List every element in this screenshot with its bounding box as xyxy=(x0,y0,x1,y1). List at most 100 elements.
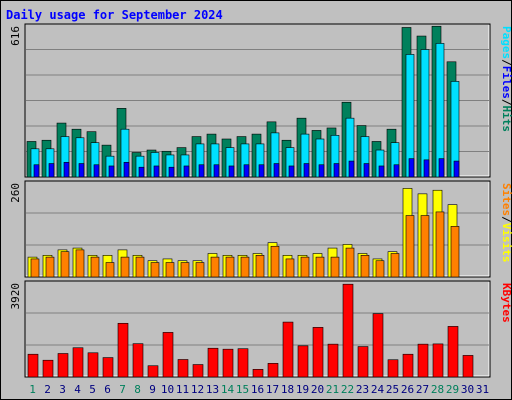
bar-kbytes-day-1 xyxy=(27,353,39,378)
bar-kbytes-day-11 xyxy=(177,359,189,378)
x-tick-label-7: 7 xyxy=(119,383,126,396)
legend-sites: Sites xyxy=(500,183,512,216)
bar-kbytes-day-18 xyxy=(282,321,294,378)
bar-kbytes-day-13 xyxy=(207,347,219,378)
bar-pages-day-9 xyxy=(153,165,160,178)
bar-sites-day-4 xyxy=(75,249,85,278)
x-tick-label-27: 27 xyxy=(416,383,429,396)
bar-pages-day-12 xyxy=(198,164,205,178)
bar-kbytes-day-12 xyxy=(192,364,204,378)
bar-kbytes-day-19 xyxy=(297,345,309,378)
bar-pages-day-17 xyxy=(273,163,280,178)
bar-kbytes-day-14 xyxy=(222,348,234,378)
bar-pages-day-23 xyxy=(363,163,370,178)
bar-pages-day-2 xyxy=(48,163,55,178)
bar-sites-day-26 xyxy=(405,215,415,278)
bar-sites-day-15 xyxy=(240,256,250,278)
bar-pages-day-1 xyxy=(33,164,40,178)
bar-pages-day-5 xyxy=(93,164,100,178)
bar-pages-day-24 xyxy=(378,165,385,178)
bar-pages-day-29 xyxy=(453,160,460,178)
bar-pages-day-16 xyxy=(258,164,265,178)
legend-label: KBytes xyxy=(500,283,512,323)
bar-sites-day-29 xyxy=(450,226,460,278)
bar-sites-day-20 xyxy=(315,256,325,278)
x-tick-label-5: 5 xyxy=(89,383,96,396)
bar-sites-day-27 xyxy=(420,215,430,278)
bar-kbytes-day-2 xyxy=(42,359,54,378)
bar-sites-day-14 xyxy=(225,256,235,278)
ymax-label: 3920 xyxy=(9,283,22,310)
legend-slash: / xyxy=(500,99,512,106)
legend-slash: / xyxy=(500,59,512,66)
bar-sites-day-6 xyxy=(105,262,115,278)
bar-kbytes-day-6 xyxy=(102,357,114,378)
bar-kbytes-day-15 xyxy=(237,348,249,378)
x-tick-label-2: 2 xyxy=(44,383,51,396)
bar-pages-day-7 xyxy=(123,161,130,178)
x-tick-label-24: 24 xyxy=(371,383,385,396)
legend-label: Sites/Visits xyxy=(500,183,512,263)
x-tick-label-23: 23 xyxy=(356,383,369,396)
bar-sites-day-25 xyxy=(390,253,400,278)
x-tick-label-31: 31 xyxy=(476,383,489,396)
x-tick-label-28: 28 xyxy=(431,383,444,396)
bar-pages-day-28 xyxy=(438,158,445,178)
legend-label: Pages/Files/Hits xyxy=(500,26,512,132)
bar-sites-day-13 xyxy=(210,256,220,278)
bar-pages-day-4 xyxy=(78,163,85,178)
legend-kbytes: KBytes xyxy=(500,283,512,323)
bar-pages-day-19 xyxy=(303,163,310,178)
x-tick-label-4: 4 xyxy=(74,383,81,396)
bar-pages-day-15 xyxy=(243,164,250,178)
x-tick-label-26: 26 xyxy=(401,383,414,396)
bar-sites-day-2 xyxy=(45,256,55,278)
x-tick-label-1: 1 xyxy=(29,383,36,396)
x-tick-label-8: 8 xyxy=(134,383,141,396)
bar-sites-day-8 xyxy=(135,256,145,278)
bar-sites-day-24 xyxy=(375,260,385,278)
legend-pages: Pages xyxy=(500,26,512,59)
bar-pages-day-21 xyxy=(333,163,340,178)
bar-pages-day-22 xyxy=(348,160,355,178)
x-tick-label-25: 25 xyxy=(386,383,399,396)
bar-sites-day-5 xyxy=(90,256,100,278)
bar-sites-day-19 xyxy=(300,256,310,278)
bar-pages-day-3 xyxy=(63,161,70,178)
bar-sites-day-1 xyxy=(30,258,40,278)
bar-sites-day-28 xyxy=(435,211,445,278)
legend-hits: Hits xyxy=(500,106,512,133)
bar-kbytes-day-3 xyxy=(57,353,69,378)
x-tick-label-6: 6 xyxy=(104,383,111,396)
x-tick-label-17: 17 xyxy=(266,383,279,396)
bar-kbytes-day-29 xyxy=(447,326,459,378)
x-tick-label-21: 21 xyxy=(326,383,339,396)
bar-kbytes-day-22 xyxy=(342,283,354,378)
bar-pages-day-20 xyxy=(318,164,325,178)
bar-files-day-28 xyxy=(435,43,445,178)
bar-kbytes-day-20 xyxy=(312,327,324,378)
bar-files-day-27 xyxy=(420,49,430,178)
bar-kbytes-day-26 xyxy=(402,353,414,378)
bar-pages-day-6 xyxy=(108,165,115,178)
bar-sites-day-11 xyxy=(180,262,190,278)
x-tick-label-3: 3 xyxy=(59,383,66,396)
bar-kbytes-day-17 xyxy=(267,363,279,378)
bar-pages-day-13 xyxy=(213,164,220,178)
ymax-label: 260 xyxy=(9,183,22,203)
bar-sites-day-9 xyxy=(150,262,160,278)
bar-pages-day-10 xyxy=(168,166,175,178)
bar-pages-day-27 xyxy=(423,159,430,178)
x-tick-label-19: 19 xyxy=(296,383,309,396)
x-tick-label-10: 10 xyxy=(161,383,174,396)
bar-sites-day-3 xyxy=(60,251,70,278)
x-tick-label-18: 18 xyxy=(281,383,294,396)
bar-kbytes-day-5 xyxy=(87,352,99,378)
bar-pages-day-8 xyxy=(138,166,145,178)
bar-kbytes-day-7 xyxy=(117,322,129,378)
bar-kbytes-day-8 xyxy=(132,343,144,378)
bar-pages-day-14 xyxy=(228,165,235,178)
bar-sites-day-17 xyxy=(270,245,280,278)
x-tick-label-12: 12 xyxy=(191,383,204,396)
bar-kbytes-day-4 xyxy=(72,347,84,378)
